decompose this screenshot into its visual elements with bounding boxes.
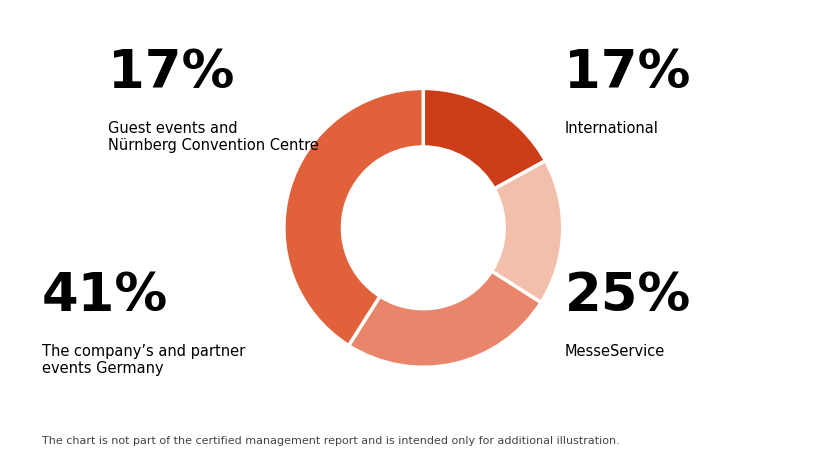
Text: 41%: 41% xyxy=(42,270,168,322)
Text: Guest events and
Nürnberg Convention Centre: Guest events and Nürnberg Convention Cen… xyxy=(108,121,319,153)
Text: 25%: 25% xyxy=(564,270,691,322)
Text: MesseService: MesseService xyxy=(564,344,665,359)
Wedge shape xyxy=(423,88,545,189)
Text: 17%: 17% xyxy=(108,46,234,99)
Wedge shape xyxy=(349,271,541,367)
Wedge shape xyxy=(284,88,423,345)
Text: The company’s and partner
events Germany: The company’s and partner events Germany xyxy=(42,344,245,377)
Text: 17%: 17% xyxy=(564,46,691,99)
Wedge shape xyxy=(491,161,563,303)
Text: International: International xyxy=(564,121,658,136)
Text: The chart is not part of the certified management report and is intended only fo: The chart is not part of the certified m… xyxy=(42,436,619,446)
